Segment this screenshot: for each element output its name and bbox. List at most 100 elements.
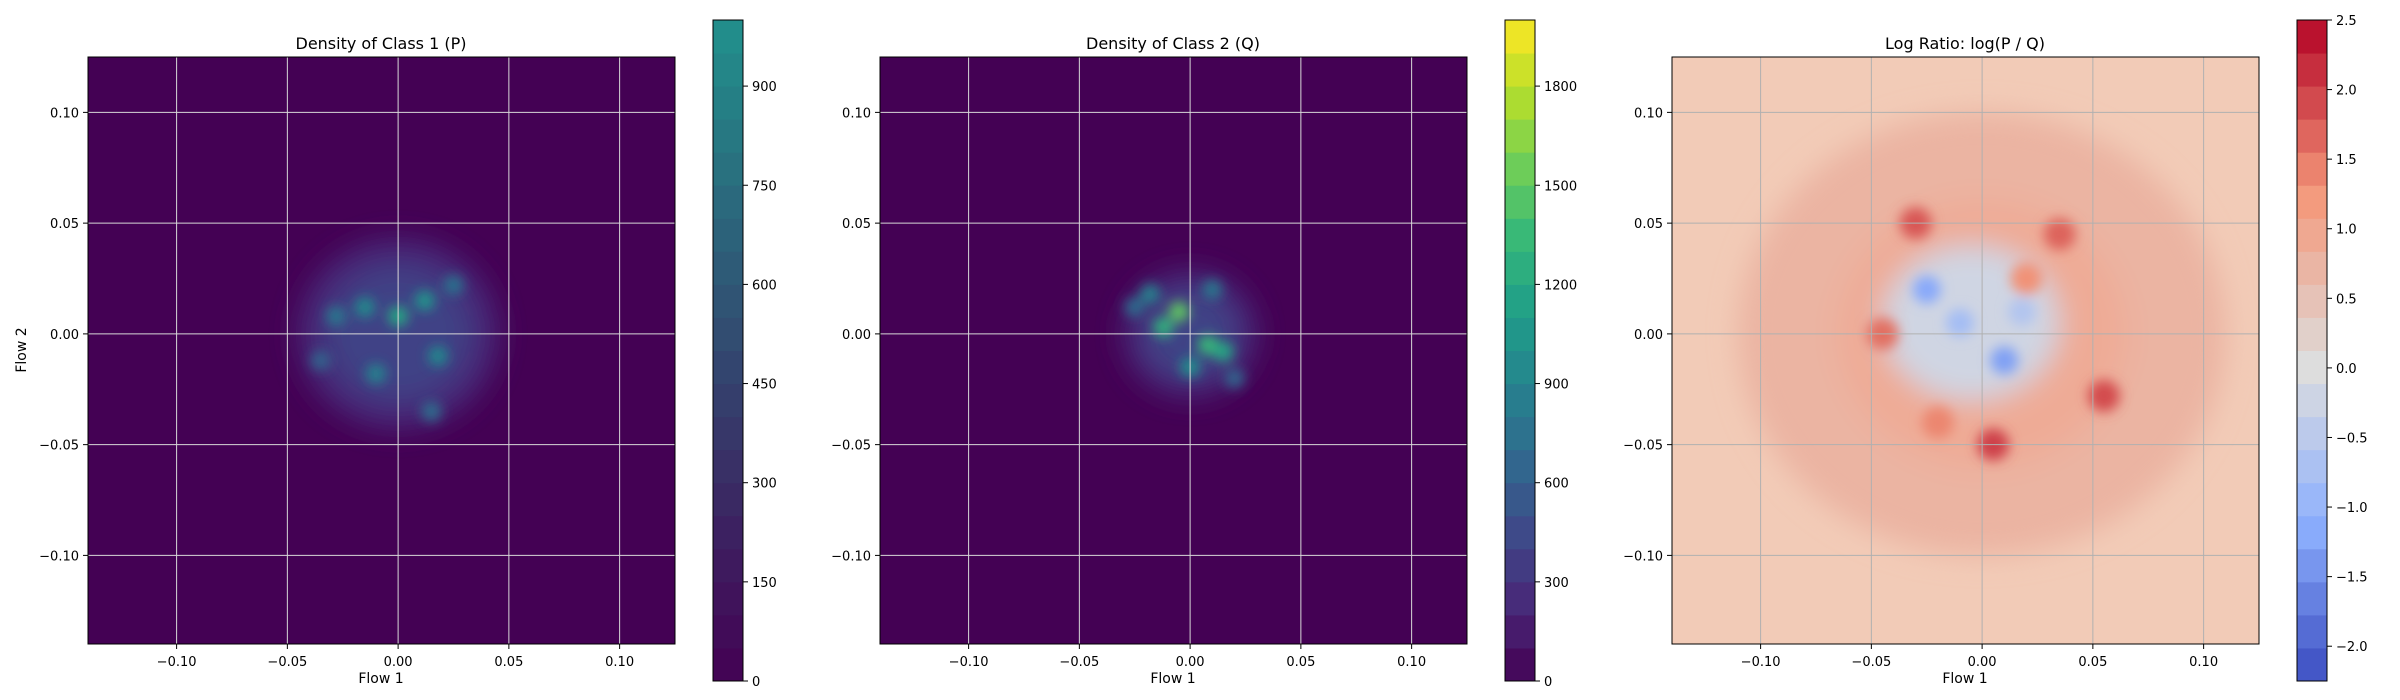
colorbar-level xyxy=(1505,482,1535,517)
colorbar-level xyxy=(1505,284,1535,318)
colorbar-level xyxy=(1505,20,1535,54)
colorbar-level xyxy=(2297,581,2327,616)
x-tick-label: −0.05 xyxy=(1059,655,1099,670)
grid-lines xyxy=(88,57,675,644)
x-axis-ticks: −0.10 −0.05 0.00 0.05 0.10 xyxy=(1741,644,2218,670)
ratio-red-spot xyxy=(1921,406,1954,439)
colorbar-frame xyxy=(1504,19,1536,682)
ratio-red-spot xyxy=(2010,262,2043,295)
colorbar-level xyxy=(1505,317,1535,351)
panel-log-ratio: Log Ratio: log(P / Q) −0.10 −0.05 0.00 0.05… xyxy=(1623,14,2367,687)
colorbar-level xyxy=(1505,251,1535,285)
y-tick-label: 0.10 xyxy=(1634,106,1663,121)
colorbar-level xyxy=(2297,383,2327,418)
x-tick-label: −0.10 xyxy=(157,655,197,670)
chart-title: Density of Class 1 (P) xyxy=(296,34,467,53)
x-axis-ticks: −0.10 −0.05 0.00 0.05 0.10 xyxy=(157,644,634,670)
ratio-red-spot xyxy=(2043,218,2076,251)
density-hotspots xyxy=(310,275,464,422)
colorbar-tick-label: 300 xyxy=(1544,576,1569,591)
colorbar-tick-label: 1.5 xyxy=(2336,153,2357,168)
y-tick-label: 0.05 xyxy=(1634,217,1663,232)
colorbar-level xyxy=(1505,218,1535,252)
density-hotspot xyxy=(365,363,386,384)
grid-lines xyxy=(880,57,1467,644)
y-axis-ticks: −0.10 −0.05 0.00 0.05 0.10 xyxy=(831,106,880,564)
colorbar-tick-label: 1800 xyxy=(1544,80,1577,95)
colorbar-level xyxy=(1505,185,1535,219)
colorbar-tick-label: −1.5 xyxy=(2336,571,2368,586)
colorbar-tick-label: 2.0 xyxy=(2336,84,2357,99)
colorbar-level xyxy=(2297,86,2327,120)
colorbar-tick-label: 300 xyxy=(752,477,777,492)
colorbar-level xyxy=(713,152,743,186)
colorbar-tick-label: 150 xyxy=(752,576,777,591)
y-tick-label: 0.05 xyxy=(50,217,79,232)
colorbar-tick-label: 1500 xyxy=(1544,179,1577,194)
colorbar-level xyxy=(2297,152,2327,186)
ratio-blue-spot xyxy=(1990,346,2019,375)
colorbar-level xyxy=(2297,416,2327,451)
colorbar-level xyxy=(2297,350,2327,385)
ratio-blue-spot xyxy=(2007,297,2036,326)
x-axis-ticks: −0.10 −0.05 0.00 0.05 0.10 xyxy=(949,644,1426,670)
colorbar-level xyxy=(2297,251,2327,285)
density-hotspot xyxy=(443,275,464,296)
y-tick-label: −0.05 xyxy=(831,439,871,454)
colorbar-level xyxy=(713,482,743,517)
x-tick-label: 0.00 xyxy=(384,655,413,670)
density-hotspot xyxy=(1140,284,1161,305)
colorbar-level xyxy=(713,119,743,153)
x-tick-label: −0.05 xyxy=(1851,655,1891,670)
colorbar-level xyxy=(1505,53,1535,87)
chart-title: Density of Class 2 (Q) xyxy=(1086,34,1260,53)
colorbar-tick-label: 0.5 xyxy=(2336,292,2357,307)
x-tick-label: −0.10 xyxy=(1741,655,1781,670)
density-hotspot xyxy=(1153,317,1174,338)
density-hotspot xyxy=(1224,368,1245,389)
ratio-spots xyxy=(1866,207,2120,461)
x-tick-label: 0.05 xyxy=(2078,655,2107,670)
colorbar-level xyxy=(1505,416,1535,451)
x-tick-label: 0.10 xyxy=(2189,655,2218,670)
colorbar-level xyxy=(1505,581,1535,616)
colorbar-tick-label: 1200 xyxy=(1544,278,1577,293)
colorbar-level xyxy=(1505,119,1535,153)
grid-lines xyxy=(1672,57,2259,644)
colorbar-level xyxy=(713,614,743,649)
x-tick-label: −0.10 xyxy=(949,655,989,670)
colorbar-level xyxy=(713,416,743,451)
density-hotspot xyxy=(1202,279,1223,300)
colorbar-frame xyxy=(2296,19,2328,682)
plot-frame xyxy=(87,56,676,645)
colorbar-level xyxy=(2297,185,2327,219)
x-axis-label: Flow 1 xyxy=(358,671,403,687)
y-tick-label: −0.10 xyxy=(39,549,79,564)
colorbar-level xyxy=(1505,86,1535,120)
colorbar-level xyxy=(1505,548,1535,583)
density-hotspot xyxy=(310,350,331,371)
colorbar-tick-label: −2.0 xyxy=(2336,640,2368,655)
colorbar-level xyxy=(713,647,743,682)
colorbar-tick-label: 2.5 xyxy=(2336,14,2357,29)
colorbar-frame xyxy=(712,19,744,682)
x-tick-label: 0.05 xyxy=(1286,655,1315,670)
colorbar: 0 300 600 900 1200 1500 1800 xyxy=(1504,19,1577,690)
panel-class2: Density of Class 2 (Q) −0.10 −0.05 0.00 0.0… xyxy=(831,19,1577,690)
colorbar-level xyxy=(713,185,743,219)
colorbar-level xyxy=(713,284,743,318)
y-tick-label: 0.00 xyxy=(1634,328,1663,343)
y-axis-ticks: −0.10 −0.05 0.00 0.05 0.10 xyxy=(1623,106,1672,564)
x-axis-label: Flow 1 xyxy=(1942,671,1987,687)
colorbar-level xyxy=(713,350,743,385)
colorbar-level xyxy=(2297,20,2327,54)
y-axis-ticks: −0.10 −0.05 0.00 0.05 0.10 xyxy=(39,106,88,564)
x-tick-label: 0.00 xyxy=(1968,655,1997,670)
colorbar-level xyxy=(2297,548,2327,583)
y-tick-label: −0.05 xyxy=(39,439,79,454)
colorbar-tick-label: 1.0 xyxy=(2336,223,2357,238)
y-tick-label: 0.10 xyxy=(50,106,79,121)
colorbar-level xyxy=(713,53,743,87)
x-tick-label: −0.05 xyxy=(267,655,307,670)
